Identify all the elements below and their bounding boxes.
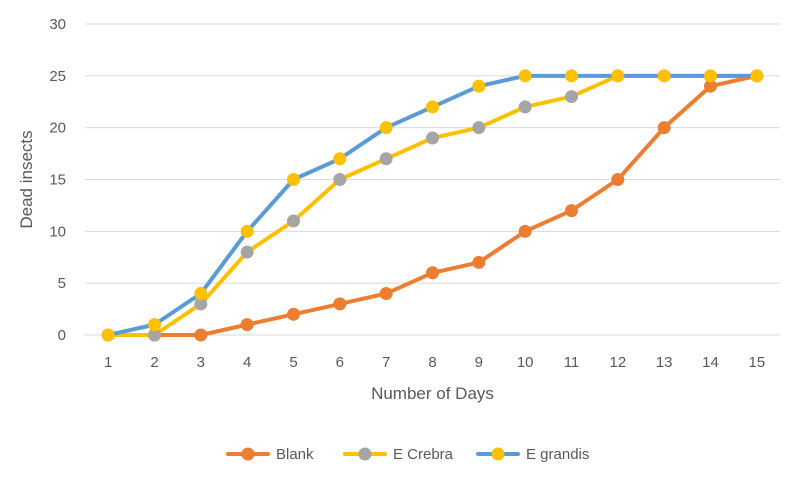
y-axis-title: Dead insects <box>17 130 36 228</box>
data-point <box>426 266 439 280</box>
legend-label: E grandis <box>526 446 589 463</box>
x-tick-label: 15 <box>748 354 765 371</box>
data-point <box>565 204 578 218</box>
data-point <box>240 224 254 238</box>
data-point <box>287 307 300 321</box>
data-point <box>379 287 393 301</box>
legend-marker <box>358 447 372 461</box>
x-tick-label: 12 <box>609 354 626 371</box>
data-point <box>611 173 625 186</box>
y-tick-label: 5 <box>58 275 66 292</box>
x-tick-label: 14 <box>702 354 719 371</box>
data-point <box>240 245 254 259</box>
data-point <box>750 69 764 83</box>
y-tick-label: 30 <box>49 16 66 33</box>
data-point <box>194 297 208 311</box>
y-tick-label: 25 <box>49 68 66 85</box>
data-point <box>333 173 347 186</box>
data-point <box>472 79 486 93</box>
x-axis-title: Number of Days <box>371 384 494 403</box>
data-point <box>704 79 717 93</box>
data-point <box>518 69 532 83</box>
data-point <box>426 131 439 145</box>
x-axis-ticks: 1 2 3 4 5 6 7 8 9 10 11 12 13 14 15 <box>104 354 765 371</box>
legend-label: Blank <box>276 446 314 463</box>
data-point <box>611 69 625 83</box>
x-tick-label: 7 <box>382 354 390 371</box>
y-tick-label: 10 <box>49 223 66 240</box>
x-tick-label: 4 <box>243 354 251 371</box>
x-tick-label: 6 <box>336 354 344 371</box>
y-tick-label: 15 <box>49 172 66 189</box>
x-tick-label: 1 <box>104 354 112 371</box>
data-point <box>426 100 439 114</box>
legend-marker <box>241 447 255 461</box>
data-point <box>148 318 161 332</box>
y-tick-label: 20 <box>49 120 66 137</box>
legend-item: E Crebra <box>343 446 454 463</box>
data-point <box>148 328 161 342</box>
data-point <box>333 297 347 311</box>
data-point <box>287 214 300 228</box>
x-tick-label: 9 <box>475 354 483 371</box>
legend-marker <box>491 447 505 461</box>
data-point <box>379 121 393 135</box>
data-point <box>194 287 208 301</box>
data-point <box>657 69 671 83</box>
data-point <box>704 69 717 83</box>
data-point <box>101 328 115 342</box>
x-tick-label: 10 <box>517 354 534 371</box>
data-point <box>472 255 486 269</box>
data-point <box>379 152 393 166</box>
x-tick-label: 13 <box>656 354 673 371</box>
legend-label: E Crebra <box>393 446 454 463</box>
data-point <box>472 121 486 135</box>
x-tick-label: 3 <box>197 354 205 371</box>
data-point <box>240 318 254 332</box>
x-tick-label: 2 <box>150 354 158 371</box>
y-axis-ticks: 0 5 10 15 20 25 30 <box>49 16 66 344</box>
gridlines <box>85 23 780 336</box>
data-point <box>287 173 300 186</box>
x-tick-label: 5 <box>289 354 297 371</box>
series-e-grandis <box>101 69 764 342</box>
data-point <box>518 224 532 238</box>
data-point <box>565 69 578 83</box>
data-point <box>565 90 578 104</box>
data-point <box>518 100 532 114</box>
legend: Blank E Crebra E grandis <box>226 446 589 463</box>
y-tick-label: 0 <box>58 327 66 344</box>
x-tick-label: 8 <box>428 354 436 371</box>
legend-item: E grandis <box>476 446 589 463</box>
legend-item: Blank <box>226 446 314 463</box>
data-point <box>194 328 208 342</box>
data-point <box>657 121 671 135</box>
x-tick-label: 11 <box>564 354 580 371</box>
series-group <box>101 69 764 342</box>
data-point <box>333 152 347 166</box>
